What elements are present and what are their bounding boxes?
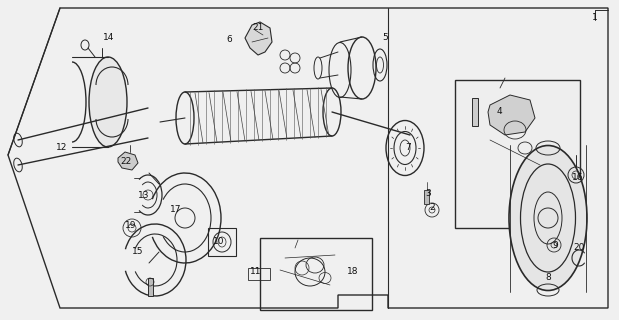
Text: 19: 19 — [125, 221, 137, 230]
Text: 6: 6 — [226, 36, 232, 44]
Text: 4: 4 — [496, 108, 502, 116]
Ellipse shape — [89, 57, 127, 147]
Text: 20: 20 — [573, 244, 585, 252]
Text: 2: 2 — [429, 204, 435, 212]
Text: 16: 16 — [572, 173, 584, 182]
Text: 12: 12 — [56, 143, 67, 153]
Text: 10: 10 — [214, 237, 225, 246]
Bar — [208, 228, 236, 256]
Bar — [424, 190, 429, 204]
Bar — [260, 238, 372, 310]
Text: 3: 3 — [425, 188, 431, 197]
Bar — [455, 80, 580, 228]
Text: 7: 7 — [405, 142, 411, 151]
Bar — [148, 278, 153, 296]
Text: 22: 22 — [120, 157, 132, 166]
Polygon shape — [245, 22, 272, 55]
Bar — [472, 98, 478, 126]
Text: 18: 18 — [347, 268, 359, 276]
Bar — [248, 268, 270, 280]
Text: 11: 11 — [250, 268, 262, 276]
Text: 14: 14 — [103, 34, 115, 43]
Text: 21: 21 — [253, 23, 264, 33]
Text: 15: 15 — [132, 247, 144, 257]
Text: 5: 5 — [382, 34, 388, 43]
Text: 9: 9 — [552, 241, 558, 250]
Text: 1: 1 — [592, 13, 598, 22]
Text: 17: 17 — [170, 205, 182, 214]
Polygon shape — [488, 95, 535, 135]
Ellipse shape — [509, 146, 587, 291]
Text: 13: 13 — [138, 190, 150, 199]
Text: 8: 8 — [545, 274, 551, 283]
Polygon shape — [118, 152, 138, 170]
